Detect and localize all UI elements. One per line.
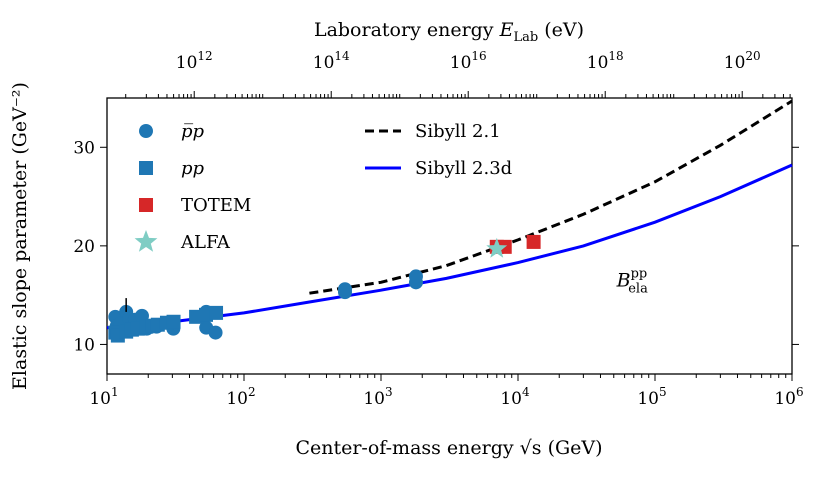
legend-label: ALFA [180,232,231,253]
top-tick-label: 1016 [450,49,487,73]
legend-marker-totem [139,198,153,212]
series-layer [106,99,793,343]
data-point-ppbar [408,269,423,284]
data-point-ppbar [337,282,352,297]
x-tick-label: 105 [637,385,666,409]
y-axis-label: Elastic slope parameter (GeV⁻²) [9,82,31,390]
legend-marker-alfa [134,230,158,252]
y-tick-label: 10 [73,335,95,355]
top-tick-label: 1020 [724,49,761,73]
x-axis-label: Center-of-mass energy √s (GeV) [295,437,602,459]
top-tick-label: 1012 [176,49,213,73]
data-point-pp [166,314,181,329]
y-tick-label: 20 [73,237,95,257]
x-tick-label: 102 [226,385,255,409]
annotation-b-ela-pp: Bpp ela [616,266,648,296]
legend-label: p̅p [181,121,205,142]
y-tick-label: 30 [73,138,95,158]
legend-marker-pp [139,161,153,175]
top-tick-label: 1014 [313,49,350,73]
data-point-ppbar [134,308,149,323]
data-point-totem [526,234,541,249]
top-tick-label: 1018 [587,49,624,73]
legend-label: Sibyll 2.3d [415,158,512,179]
legend: p̅p pp TOTEM ALFA Sibyll 2.1 Sibyll 2.3d [134,121,512,253]
x-tick-label: 106 [774,385,803,409]
data-point-ppbar [208,325,223,340]
legend-marker-ppbar [139,124,153,138]
data-point-alfa [486,237,508,258]
plot-frame [106,97,793,375]
x-tick-label: 104 [500,385,530,409]
x-tick-label: 103 [363,385,392,409]
legend-label: TOTEM [181,195,251,216]
legend-label: Sibyll 2.1 [415,121,501,142]
x-tick-label: 101 [89,385,118,409]
top-axis-label: Laboratory energy ELab (eV) [314,19,584,45]
legend-label: pp [181,158,205,179]
series-line-sibyll-2-1 [309,99,793,295]
data-point-pp [209,305,224,320]
